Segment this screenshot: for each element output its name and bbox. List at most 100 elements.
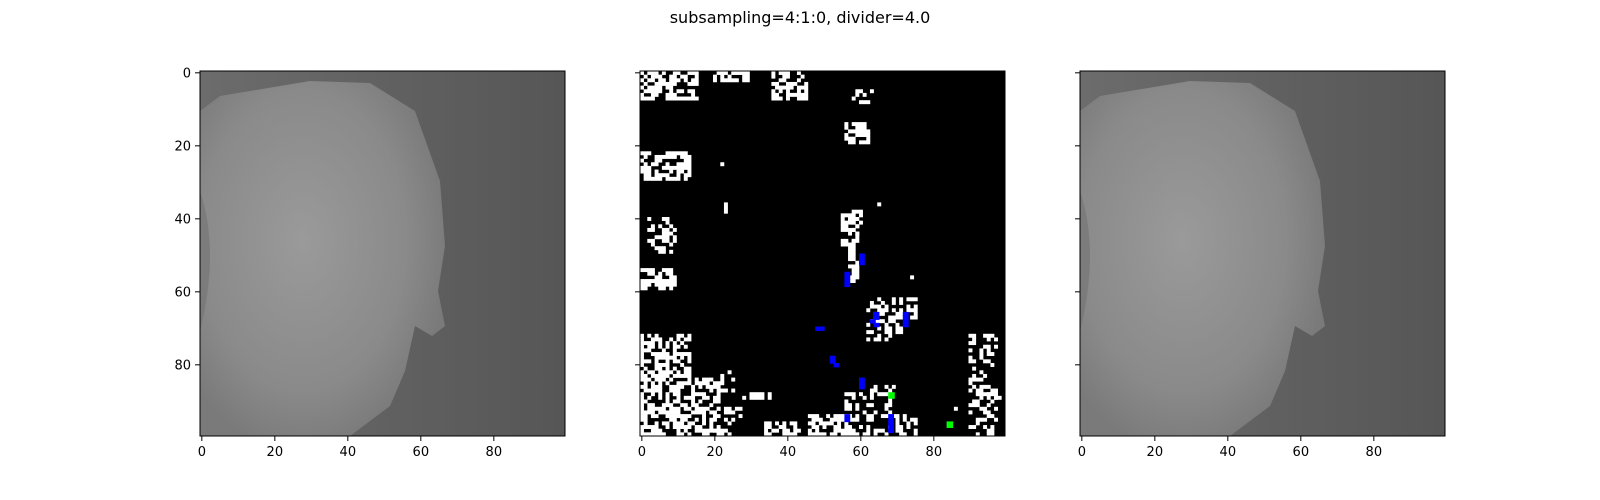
blue-pixel	[873, 311, 880, 317]
diff-pixel	[913, 428, 918, 433]
diff-pixel	[873, 428, 878, 433]
diff-pixel	[972, 337, 977, 342]
diff-pixel	[654, 406, 659, 411]
diff-pixel	[650, 370, 655, 375]
diff-pixel	[672, 81, 677, 86]
diff-pixel	[986, 337, 991, 342]
diff-pixel	[859, 213, 863, 218]
diff-pixel	[665, 92, 670, 97]
blue-pixel	[815, 326, 822, 331]
diff-pixel	[680, 421, 685, 426]
diff-pixel	[676, 337, 681, 342]
diff-pixel	[975, 403, 980, 408]
diff-pixel	[895, 326, 900, 331]
diff-pixel	[640, 96, 644, 101]
diff-pixel	[840, 432, 845, 437]
diff-pixel	[647, 151, 652, 156]
diff-pixel	[680, 432, 685, 437]
diff-pixel	[775, 421, 779, 426]
diff-pixel	[716, 432, 721, 437]
x-tick-label: 40	[340, 445, 357, 460]
diff-pixel	[848, 136, 852, 141]
diff-pixel	[658, 370, 663, 375]
diff-pixel	[650, 403, 655, 408]
diff-pixel	[782, 85, 787, 90]
diff-pixel	[767, 392, 772, 397]
diff-pixel	[902, 417, 907, 422]
blue-pixel	[888, 417, 895, 423]
diff-pixel	[906, 308, 911, 313]
diff-pixel	[771, 71, 776, 75]
figure-title: subsampling=4:1:0, divider=4.0	[669, 8, 931, 27]
diff-pixel	[676, 352, 681, 356]
diff-pixel	[665, 344, 670, 349]
diff-pixel	[859, 209, 863, 214]
diff-pixel	[848, 264, 852, 269]
diff-pixel	[986, 392, 991, 397]
diff-pixel	[884, 330, 889, 335]
diff-pixel	[815, 432, 820, 437]
diff-pixel	[669, 355, 674, 360]
blue-pixel	[859, 257, 865, 262]
diff-pixel	[910, 315, 915, 320]
diff-pixel	[650, 406, 655, 411]
diff-pixel	[672, 165, 677, 170]
diff-pixel	[672, 78, 677, 83]
diff-pixel	[640, 71, 644, 75]
diff-pixel	[997, 395, 1002, 400]
diff-pixel	[851, 271, 856, 276]
diff-pixel	[815, 425, 820, 429]
diff-pixel	[822, 425, 827, 429]
diff-pixel	[731, 78, 736, 83]
blue-pixel	[902, 322, 909, 328]
y-tick-label: 40	[174, 212, 191, 227]
diff-pixel	[837, 414, 842, 419]
diff-pixel	[665, 352, 670, 356]
diff-pixel	[661, 370, 666, 375]
diff-pixel	[844, 213, 849, 218]
diff-pixel	[877, 308, 882, 313]
diff-pixel	[796, 92, 801, 97]
diff-pixel	[650, 381, 655, 386]
y-tick-label: 20	[174, 139, 191, 154]
diff-pixel	[975, 417, 980, 422]
diff-pixel	[855, 264, 860, 269]
diff-pixel	[680, 363, 685, 367]
diff-pixel	[859, 89, 863, 94]
diff-pixel	[720, 388, 725, 393]
diff-pixel	[654, 176, 659, 181]
diff-pixel	[687, 355, 692, 360]
diff-pixel	[888, 403, 893, 408]
diff-pixel	[983, 373, 988, 378]
diff-pixel	[643, 384, 648, 389]
diff-pixel	[727, 74, 732, 79]
diff-pixel	[848, 231, 852, 236]
face-shadow	[1080, 191, 1090, 331]
diff-pixel	[661, 352, 666, 356]
diff-pixel	[669, 74, 674, 79]
diff-pixel	[771, 89, 776, 94]
diff-pixel	[654, 355, 659, 360]
diff-pixel	[990, 399, 995, 404]
diff-pixel	[640, 85, 644, 90]
diff-pixel	[844, 136, 849, 141]
diff-pixel	[650, 384, 655, 389]
diff-pixel	[698, 406, 703, 411]
diff-pixel	[979, 352, 984, 356]
diff-pixel	[866, 100, 871, 105]
diff-pixel	[731, 71, 736, 75]
diff-pixel	[837, 421, 842, 426]
diff-pixel	[658, 235, 663, 240]
diff-pixel	[994, 388, 998, 393]
diff-pixel	[687, 425, 692, 429]
y-tick-label: 0	[183, 66, 191, 81]
diff-pixel	[665, 176, 670, 181]
diff-pixel	[658, 392, 663, 397]
diff-pixel	[844, 122, 849, 127]
diff-pixel	[661, 421, 666, 426]
face-shape	[200, 81, 445, 436]
diff-pixel	[840, 238, 845, 243]
diff-pixel	[727, 410, 732, 415]
diff-pixel	[877, 326, 882, 331]
diff-pixel	[818, 421, 823, 426]
